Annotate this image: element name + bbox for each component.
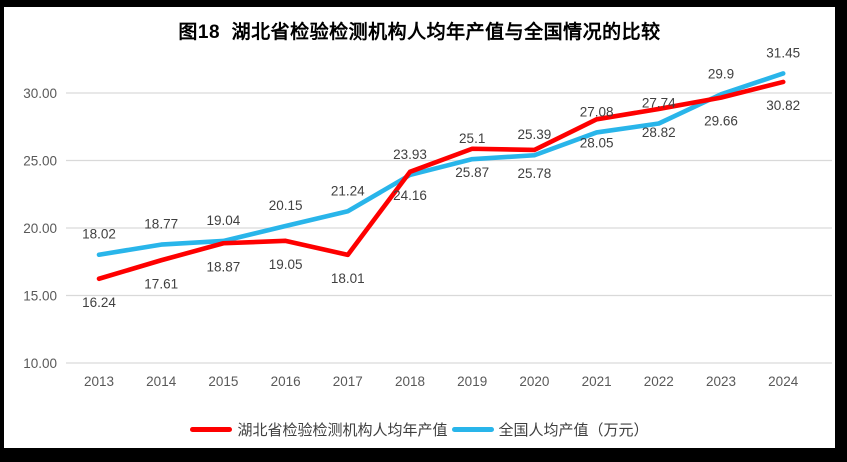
- national-data-label: 25.39: [518, 127, 552, 142]
- x-axis-tick-label: 2024: [768, 374, 799, 389]
- national-data-label: 27.08: [580, 104, 614, 119]
- y-axis-tick-label: 30.00: [23, 86, 57, 101]
- line-chart: 30.00 25.00 20.00 15.00 10.00 2013 2014 2015 201…: [23, 45, 832, 389]
- hubei-data-label: 28.05: [580, 135, 614, 150]
- national-data-label: 27.74: [642, 96, 676, 111]
- x-axis-tick-label: 2014: [146, 374, 177, 389]
- x-axis-tick-label: 2021: [582, 374, 612, 389]
- national-data-label: 31.45: [766, 45, 800, 60]
- national-data-label: 20.15: [269, 198, 303, 213]
- hubei-data-label: 28.82: [642, 125, 676, 140]
- y-axis-tick-label: 15.00: [23, 289, 57, 304]
- hubei-data-label: 25.78: [518, 166, 552, 181]
- hubei-data-label: 19.05: [269, 257, 303, 272]
- legend-item-national: 全国人均产值（万元）: [451, 419, 649, 440]
- y-axis-tick-label: 10.00: [23, 356, 57, 371]
- national-data-label: 19.04: [207, 213, 241, 228]
- hubei-data-label: 18.01: [331, 271, 365, 286]
- x-axis-tick-label: 2023: [706, 374, 736, 389]
- chart-title: 图18 湖北省检验检测机构人均年产值与全国情况的比较: [178, 22, 661, 43]
- x-axis-tick-label: 2016: [271, 374, 301, 389]
- hubei-data-label: 17.61: [144, 276, 178, 291]
- hubei-data-label: 25.87: [455, 165, 489, 180]
- y-axis-tick-label: 25.00: [23, 154, 57, 169]
- hubei-data-label: 30.82: [766, 98, 800, 113]
- x-axis-tick-label: 2019: [457, 374, 487, 389]
- national-data-label: 23.93: [393, 147, 427, 162]
- legend-label-national: 全国人均产值（万元）: [498, 422, 649, 439]
- x-axis-tick-label: 2022: [644, 374, 674, 389]
- hubei-line-swatch-icon: [190, 427, 233, 432]
- national-data-label: 18.02: [82, 227, 116, 242]
- legend-label-hubei: 湖北省检验检测机构人均年产值: [237, 422, 448, 439]
- x-axis-tick-label: 2017: [333, 374, 363, 389]
- national-line: [96, 71, 786, 258]
- x-axis-tick-label: 2020: [519, 374, 549, 389]
- national-data-label: 29.9: [708, 66, 734, 81]
- hubei-data-label: 18.87: [207, 259, 241, 274]
- legend-item-hubei: 湖北省检验检测机构人均年产值: [190, 419, 448, 440]
- hubei-data-label: 29.66: [704, 114, 738, 129]
- x-axis-tick-label: 2013: [84, 374, 114, 389]
- y-axis-tick-label: 20.00: [23, 221, 57, 236]
- x-axis-tick-label: 2018: [395, 374, 425, 389]
- national-data-label: 21.24: [331, 183, 365, 198]
- chart-canvas: 图18 湖北省检验检测机构人均年产值与全国情况的比较 30.00 25.00 20.…: [4, 7, 835, 448]
- national-line-swatch-icon: [451, 427, 494, 432]
- hubei-line: [96, 79, 786, 282]
- hubei-data-label: 24.16: [393, 188, 427, 203]
- national-data-label: 18.77: [144, 217, 178, 232]
- national-data-label: 25.1: [459, 131, 485, 146]
- chart-legend: 湖北省检验检测机构人均年产值 全国人均产值（万元）: [4, 419, 835, 440]
- x-axis-tick-label: 2015: [208, 374, 238, 389]
- hubei-data-label: 16.24: [82, 295, 116, 310]
